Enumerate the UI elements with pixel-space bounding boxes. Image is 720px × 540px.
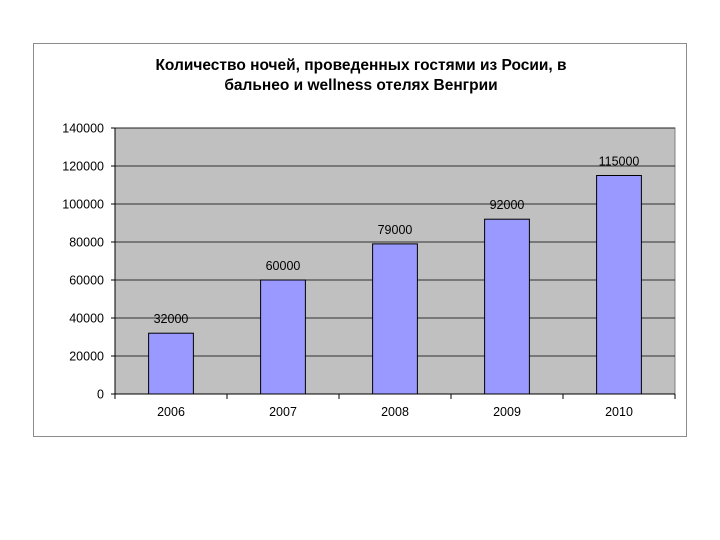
- data-label-2009: 92000: [490, 198, 525, 212]
- data-label-2007: 60000: [266, 259, 301, 273]
- x-tick-label-2008: 2008: [381, 405, 409, 419]
- y-tick-label: 120000: [62, 160, 104, 174]
- y-tick-label: 100000: [62, 198, 104, 212]
- y-tick-label: 0: [97, 388, 104, 402]
- data-label-2010: 115000: [599, 155, 640, 169]
- bar-2006: [148, 332, 194, 395]
- bar-2010: [596, 175, 642, 395]
- y-tick-label: 140000: [62, 122, 104, 136]
- x-tick-label-2007: 2007: [269, 405, 297, 419]
- data-label-2006: 32000: [154, 312, 189, 326]
- data-label-2008: 79000: [378, 223, 413, 237]
- chart-title-line-1: Количество ночей, проведенных гостями из…: [155, 57, 567, 74]
- x-tick-label-2006: 2006: [157, 405, 185, 419]
- bar-2009: [484, 218, 530, 395]
- y-tick-label: 80000: [69, 236, 104, 250]
- y-tick-label: 40000: [69, 312, 104, 326]
- bar-2007: [260, 279, 306, 395]
- chart-title-line-2: бальнео и wellness отелях Венгрии: [224, 77, 498, 94]
- y-tick-label: 60000: [69, 274, 104, 288]
- chart-title: Количество ночей, проведенных гостями из…: [34, 56, 688, 96]
- y-tick-label: 20000: [69, 350, 104, 364]
- x-tick-label-2009: 2009: [493, 405, 521, 419]
- bar-2008: [372, 243, 418, 395]
- x-tick-label-2010: 2010: [605, 405, 633, 419]
